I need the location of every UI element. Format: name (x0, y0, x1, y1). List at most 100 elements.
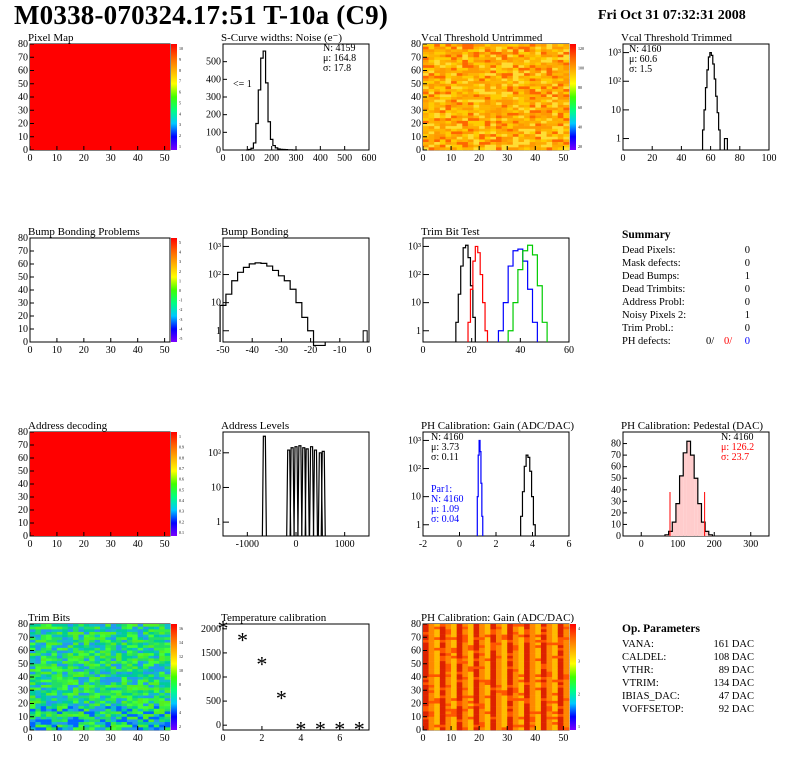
heatmap-cell (445, 695, 452, 699)
heatmap-cell (164, 711, 171, 715)
heatmap-cell (30, 647, 36, 651)
heatmap-cell (479, 722, 486, 725)
heatmap-cell (524, 70, 530, 74)
heatmap-cell (100, 687, 106, 691)
heatmap-cell (451, 86, 457, 90)
heatmap-cell (490, 54, 497, 58)
heatmap-cell (529, 115, 536, 119)
heatmap-cell (462, 70, 469, 74)
heatmap-cell (507, 107, 514, 111)
heatmap-cell (445, 49, 452, 53)
y-tick-label: 30 (18, 685, 28, 696)
heatmap-cell (540, 65, 547, 69)
heatmap-cell (563, 684, 570, 688)
heatmap-cell (116, 669, 122, 672)
heatmap-cell (51, 708, 58, 712)
heatmap-cell (423, 687, 429, 691)
heatmap-cell (126, 655, 133, 659)
heatmap-cell (484, 94, 491, 98)
heatmap-cell (557, 727, 564, 731)
heatmap-cell (121, 703, 128, 707)
heatmap-cell (501, 695, 508, 699)
series-black (520, 454, 536, 536)
heatmap-cell (563, 126, 570, 130)
heatmap-cell (89, 647, 95, 651)
heatmap-cell (78, 661, 85, 665)
heatmap-cell (490, 724, 497, 728)
heatmap-cell (439, 695, 446, 699)
heatmap-cell (512, 682, 519, 686)
heatmap-cell (451, 62, 457, 66)
heatmap-cell (456, 666, 463, 670)
y-tick-label: 100 (206, 127, 221, 138)
panel-title: Bump Bonding (221, 226, 289, 238)
heatmap-cell (484, 629, 491, 633)
heatmap-cell (35, 698, 42, 702)
heatmap-cell (110, 714, 117, 718)
heatmap-cell (78, 669, 85, 672)
heatmap-cell (100, 647, 106, 651)
heatmap-cell (434, 645, 441, 649)
heatmap-cell (518, 682, 525, 686)
heatmap-cell (35, 695, 42, 699)
heatmap-cell (159, 637, 165, 641)
heatmap-cell (467, 708, 474, 712)
heatmap-cell (67, 634, 74, 638)
heatmap-cell (121, 666, 128, 670)
heatmap-cell (423, 661, 429, 665)
heatmap-cell (73, 695, 79, 699)
heatmap-cell (137, 645, 144, 649)
heatmap-cell (512, 724, 519, 728)
heatmap-cell (434, 658, 441, 662)
heatmap-cell (501, 142, 508, 145)
heatmap-cell (462, 73, 469, 77)
heatmap-cell (546, 719, 553, 723)
heatmap-cell (434, 139, 441, 143)
heatmap-cell (73, 727, 79, 731)
heatmap-cell (62, 629, 68, 633)
heatmap-cell (484, 110, 491, 114)
heatmap-cell (428, 144, 435, 148)
palette-tick-label: 3 (179, 259, 181, 264)
heatmap-cell (507, 716, 514, 720)
heatmap-cell (153, 714, 160, 718)
heatmap-cell (35, 647, 42, 651)
heatmap-cell (456, 650, 463, 654)
heatmap-cell (512, 639, 519, 643)
heatmap-cell (540, 727, 547, 731)
heatmap-cell (30, 719, 36, 723)
heatmap-cell (512, 669, 519, 672)
heatmap-cell (51, 682, 58, 686)
heatmap-cell (467, 110, 474, 114)
heatmap-cell (434, 91, 441, 95)
heatmap-cell (529, 51, 536, 55)
heatmap-cell (73, 655, 79, 659)
heatmap-cell (94, 714, 101, 718)
heatmap-cell (434, 679, 441, 683)
heatmap-cell (132, 700, 138, 704)
heatmap-cell (462, 44, 469, 47)
heatmap-cell (529, 94, 536, 98)
heatmap-cell (484, 658, 491, 662)
heatmap-cell (100, 666, 106, 670)
heatmap-cell (40, 714, 47, 718)
heatmap-cell (507, 639, 514, 643)
heatmap-cell (451, 147, 457, 151)
heatmap-cell (484, 134, 491, 138)
heatmap-cell (451, 112, 457, 116)
heatmap-cell (473, 51, 480, 55)
heatmap-cell (512, 687, 519, 691)
heatmap-cell (153, 639, 160, 643)
heatmap-cell (56, 687, 63, 691)
heatmap-cell (94, 690, 101, 694)
heatmap-cell (552, 663, 559, 667)
heatmap-cell (137, 624, 144, 627)
heatmap-cell (62, 637, 68, 641)
heatmap-cell (46, 634, 52, 638)
heatmap-cell (546, 67, 553, 71)
heatmap-cell (121, 706, 128, 710)
heatmap-cell (143, 653, 149, 657)
heatmap-cell (121, 629, 128, 633)
